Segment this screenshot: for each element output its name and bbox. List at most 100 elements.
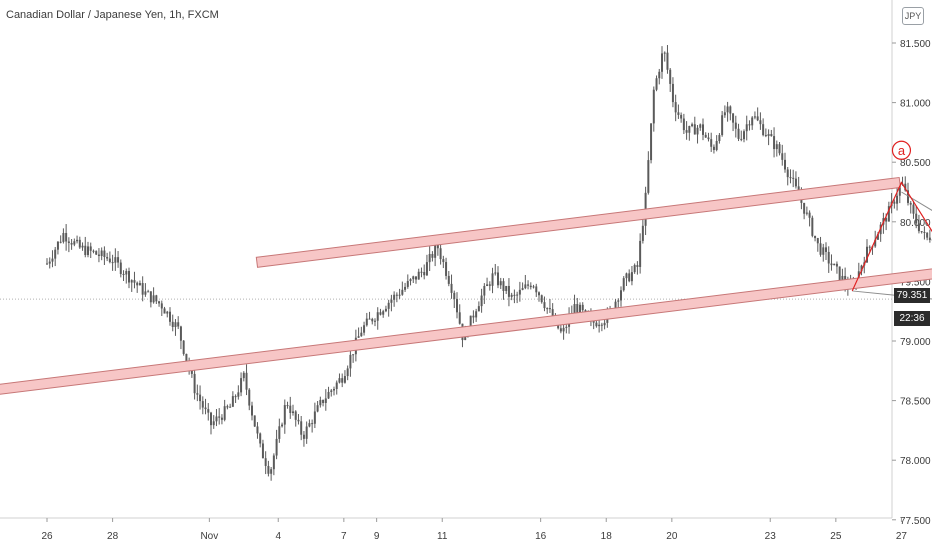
candle-body (59, 241, 62, 243)
candle-body (497, 272, 499, 286)
candle-body (275, 438, 278, 456)
candle-body (805, 212, 808, 214)
x-tick-label: 11 (437, 531, 448, 542)
candle-body (480, 295, 483, 307)
candle-body (196, 393, 199, 395)
candle-body (439, 248, 442, 260)
candle-body (73, 241, 76, 245)
candle-body (128, 271, 130, 283)
candle-body (390, 299, 393, 303)
candle-body (305, 426, 308, 439)
candle-body (502, 281, 505, 292)
candle-body (917, 223, 920, 232)
candle-body (743, 131, 745, 140)
candle-body (374, 320, 376, 322)
y-tick-label: 78.500 (900, 397, 931, 408)
candle-body (532, 286, 535, 288)
candle-body (874, 239, 877, 247)
y-tick-label: 81.500 (900, 39, 931, 50)
candle-body (896, 195, 899, 204)
candle-body (693, 124, 696, 135)
candle-body (133, 280, 136, 283)
candle-body (117, 257, 120, 263)
candle-body (764, 135, 767, 137)
candle-body (551, 309, 554, 319)
candle-body (171, 321, 174, 327)
candle-body (193, 373, 196, 394)
candle-body (210, 412, 212, 426)
candle-body (680, 114, 683, 119)
candle-body (231, 396, 234, 407)
candle-body (770, 134, 773, 137)
candle-body (97, 254, 100, 257)
candle-body (732, 113, 735, 123)
candle-body (253, 415, 256, 427)
wave-annotations: abcde (851, 140, 932, 292)
candle-body (147, 291, 150, 293)
candle-body (272, 455, 275, 470)
candle-body (447, 275, 450, 284)
y-tick-label: 77.500 (900, 516, 931, 527)
candle-body (773, 136, 776, 150)
candle-body (152, 295, 155, 303)
candle-body (920, 231, 923, 233)
candle-body (322, 399, 325, 403)
y-tick-label: 81.000 (900, 99, 931, 110)
candle-body (270, 469, 273, 474)
candle-body (617, 300, 620, 302)
candle-body (926, 232, 929, 238)
candle-body (907, 190, 909, 203)
candle-body (748, 124, 751, 126)
candle-body (825, 247, 827, 252)
candle-body (600, 324, 603, 326)
candle-body (521, 288, 524, 290)
candle-body (923, 231, 926, 233)
candle-body (866, 246, 868, 263)
candle-body (740, 138, 743, 140)
candle-body (540, 295, 543, 303)
candle-body (387, 302, 390, 309)
candle-body (341, 378, 344, 383)
candle-body (811, 217, 814, 236)
candle-body (302, 434, 305, 439)
candle-body (472, 315, 475, 318)
candle-body (726, 106, 729, 113)
candle-body (614, 301, 617, 311)
candle-body (710, 139, 713, 147)
candle-body (229, 406, 232, 408)
candle-body (904, 183, 907, 191)
candle-body (62, 233, 65, 242)
y-tick-label: 79.000 (900, 337, 931, 348)
candle-body (144, 291, 147, 295)
candle-body (688, 126, 691, 133)
candle-body (220, 417, 223, 420)
candle-body (786, 169, 789, 178)
candle-body (261, 443, 264, 459)
candle-body (343, 376, 346, 383)
candle-body (248, 389, 251, 406)
x-tick-label: 7 (341, 531, 347, 542)
candle-body (579, 304, 581, 313)
countdown-tag: 22:36 (894, 311, 930, 326)
candle-body (160, 303, 163, 309)
candle-body (423, 271, 426, 276)
upper-channel-band (255, 176, 901, 268)
candle-body (371, 318, 374, 322)
candle-body (376, 312, 379, 321)
candle-body (327, 391, 330, 399)
candle-body (562, 327, 565, 332)
candle-body (409, 279, 412, 282)
candle-body (633, 265, 636, 273)
candle-body (415, 276, 417, 280)
candle-body (682, 118, 685, 131)
candle-body (267, 465, 270, 474)
currency-badge[interactable]: JPY (902, 7, 924, 25)
candle-body (283, 405, 286, 425)
candle-body (699, 124, 702, 128)
candle-body (762, 124, 765, 136)
candle-body (251, 405, 253, 416)
candle-body (491, 273, 494, 286)
x-tick-label: 18 (601, 531, 613, 542)
